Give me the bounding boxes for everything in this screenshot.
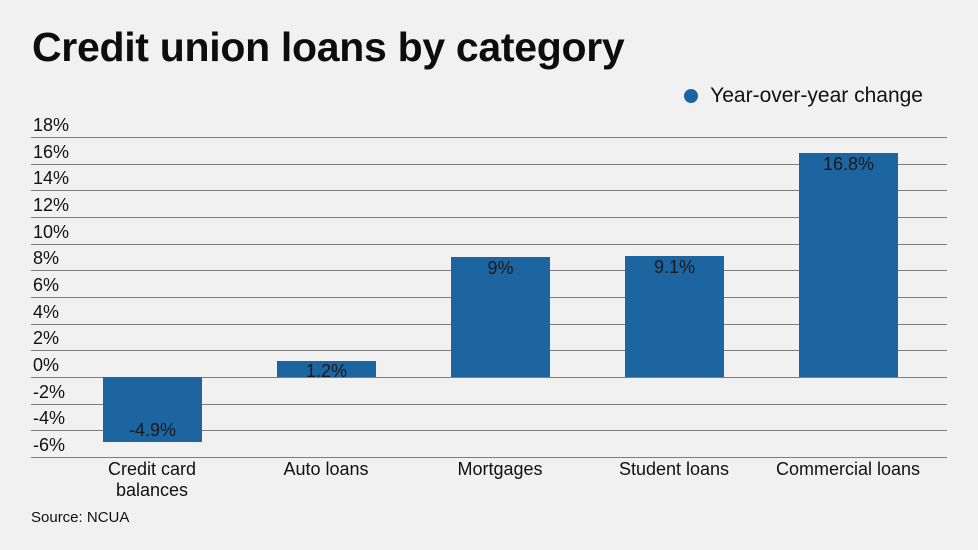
y-tick-label: 6% [33, 275, 60, 295]
gridline [31, 377, 947, 378]
chart-title: Credit union loans by category [32, 24, 625, 70]
bar-value-label: 16.8% [822, 154, 875, 174]
gridline [31, 164, 947, 165]
bar [451, 257, 550, 377]
bar-value-label: 9.1% [653, 257, 696, 277]
bar-value-label: -4.9% [128, 420, 177, 440]
y-tick-label: 0% [33, 355, 60, 375]
gridline [31, 217, 947, 218]
gridline [31, 404, 947, 405]
bar-value-label: 9% [487, 258, 514, 278]
x-category-line: Credit card [107, 459, 197, 479]
y-tick-label: 8% [33, 248, 60, 268]
bar [103, 377, 202, 442]
y-tick-label: -4% [33, 408, 66, 428]
gridline [31, 190, 947, 191]
x-category-line: Student loans [618, 459, 730, 479]
y-tick-label: 10% [33, 222, 70, 242]
x-category-label: Credit card balances [65, 459, 239, 501]
bar [277, 361, 376, 377]
gridline [31, 137, 947, 138]
x-category-label: Auto loans [239, 459, 413, 480]
legend: Year-over-year change [684, 84, 923, 108]
bar [625, 256, 724, 377]
source-note: Source: NCUA [31, 509, 130, 526]
x-category-label: Student loans [587, 459, 761, 480]
y-tick-label: 4% [33, 302, 60, 322]
y-tick-label: 16% [33, 142, 70, 162]
y-tick-label: -2% [33, 382, 66, 402]
x-category-line: Commercial loans [775, 459, 921, 479]
x-category-label: Commercial loans [761, 459, 935, 480]
y-tick-label: -6% [33, 435, 66, 455]
y-tick-label: 14% [33, 168, 70, 188]
y-tick-label: 12% [33, 195, 70, 215]
x-category-label: Mortgages [413, 459, 587, 480]
gridline [31, 430, 947, 431]
bar-value-label: 1.2% [305, 361, 348, 381]
bar [799, 153, 898, 377]
x-category-line: Auto loans [283, 459, 369, 479]
x-category-line: balances [115, 480, 189, 500]
legend-dot-icon [684, 89, 699, 103]
gridline [31, 244, 947, 245]
x-category-line: Mortgages [457, 459, 543, 479]
legend-label: Year-over-year change [710, 84, 923, 107]
gridline [31, 457, 947, 458]
y-tick-label: 18% [33, 115, 70, 135]
y-tick-label: 2% [33, 328, 60, 348]
